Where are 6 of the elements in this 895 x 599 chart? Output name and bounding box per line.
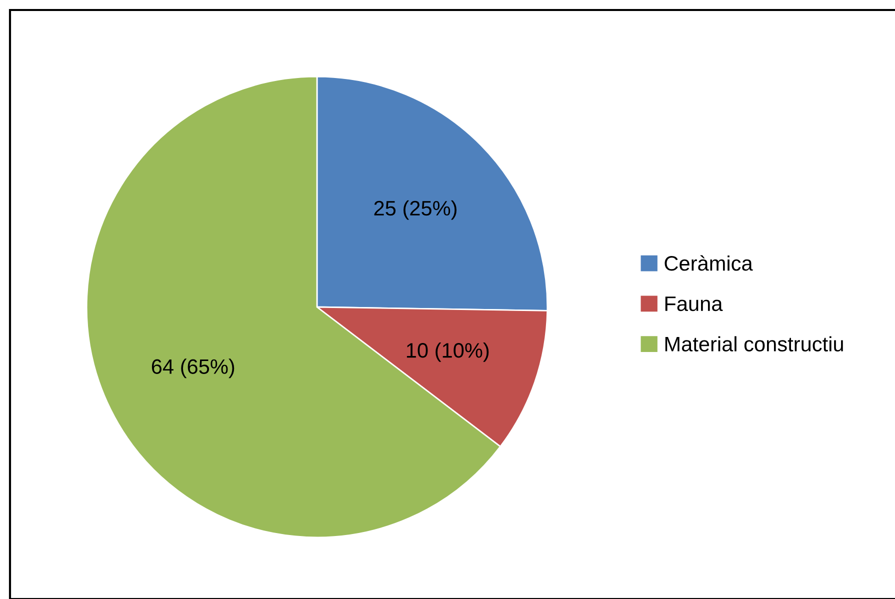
data-label: 64 (65%) bbox=[152, 358, 234, 378]
legend-label: Ceràmica bbox=[664, 255, 753, 271]
legend-label: Fauna bbox=[665, 296, 723, 312]
data-label: 25 (25%) bbox=[374, 200, 456, 220]
data-label: 10 (10%) bbox=[406, 342, 489, 362]
legend-label: Material constructiu bbox=[665, 336, 843, 352]
